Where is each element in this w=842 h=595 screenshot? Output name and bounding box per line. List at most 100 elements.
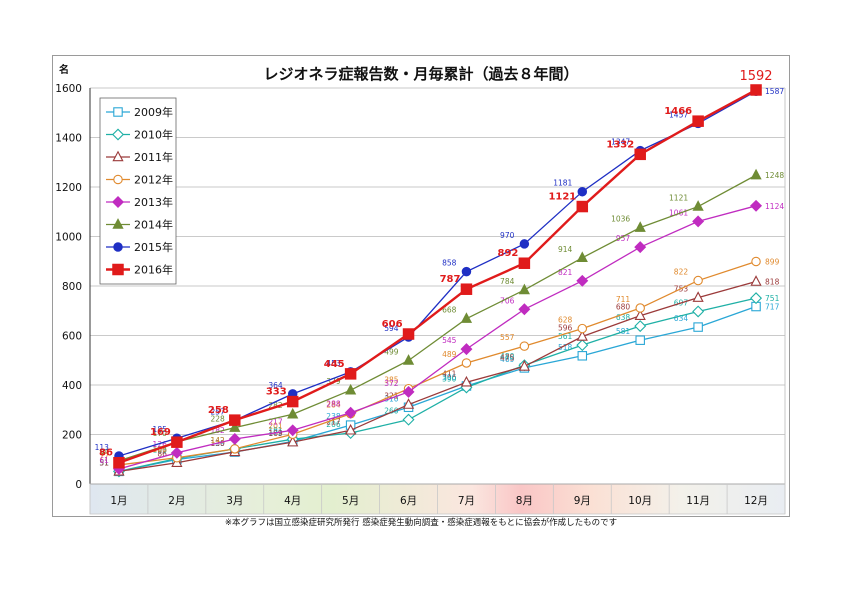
point-2016-7 — [460, 283, 473, 295]
label-2010-1: 51 — [99, 458, 109, 467]
point-2010-9 — [576, 339, 589, 352]
label-2016-2: 169 — [150, 427, 171, 438]
point-2016-10 — [634, 148, 646, 161]
point-2011-8 — [518, 360, 530, 371]
series-line-2015 — [118, 90, 757, 457]
label-2009-1: 51 — [99, 458, 109, 467]
point-2013-12 — [750, 199, 763, 212]
legend: 2009年 2010年 2011年 2012年 2013年 2014年 2015年 2016年 — [99, 97, 177, 285]
label-2015-11: 1457 — [669, 110, 688, 119]
point-2016-3 — [229, 414, 241, 426]
point-2014-10 — [634, 221, 646, 232]
label-2014-9: 914 — [558, 245, 573, 254]
series-line-2014 — [118, 174, 757, 462]
label-2013-9: 821 — [558, 268, 573, 277]
point-2014-7 — [460, 312, 473, 323]
label-2012-6: 385 — [384, 376, 399, 385]
point-2012-8 — [519, 341, 530, 351]
legend-marker-2012 — [113, 174, 123, 185]
x-tick-1: 1月 — [110, 495, 127, 507]
label-2009-9: 518 — [558, 343, 573, 352]
legend-label-2013: 2013年 — [134, 195, 173, 209]
legend-label-2014: 2014年 — [134, 218, 173, 232]
x-tick-3: 3月 — [226, 495, 243, 507]
label-2016-10: 1332 — [606, 139, 634, 150]
point-2011-6 — [402, 398, 415, 409]
point-2011-9 — [576, 330, 588, 341]
point-2016-5 — [344, 368, 357, 380]
label-2010-10: 638 — [616, 313, 631, 322]
chart-title: レジオネラ症報告数・月毎累計（過去８年間） — [263, 65, 578, 83]
label-2010-7: 390 — [442, 374, 457, 383]
label-2009-5: 238 — [326, 412, 341, 421]
label-2016-7: 787 — [440, 274, 461, 285]
y-axis-ticks: 0 200 400 600 800 1000 1200 1400 1600 — [55, 83, 82, 491]
label-2016-4: 333 — [266, 387, 287, 398]
point-2010-10 — [634, 320, 647, 333]
label-2012-3: 142 — [210, 436, 225, 445]
point-2013-10 — [634, 241, 647, 254]
label-2016-5: 445 — [324, 359, 345, 370]
legend-marker-2016 — [112, 263, 124, 276]
series-line-2016 — [118, 88, 757, 464]
point-2016-12 — [750, 84, 762, 96]
label-2014-4: 282 — [268, 401, 283, 410]
label-2009-12: 717 — [765, 303, 780, 312]
point-2010-11 — [692, 305, 705, 318]
x-tick-9: 9月 — [574, 495, 591, 507]
point-2014-3 — [229, 421, 241, 432]
point-2013-4 — [286, 424, 299, 437]
label-2013-3: 182 — [210, 426, 225, 435]
x-tick-8: 8月 — [516, 495, 533, 507]
series-layer: 5199129172238310396469518581634717511031… — [95, 69, 784, 478]
label-2011-9: 596 — [558, 323, 573, 332]
month-band-border — [89, 483, 786, 515]
label-2009-11: 634 — [674, 314, 689, 323]
label-2016-6: 606 — [382, 319, 403, 330]
label-2016-9: 1121 — [548, 192, 576, 203]
label-2012-8: 557 — [500, 333, 515, 342]
y-tick-800: 800 — [62, 281, 82, 293]
x-tick-5: 5月 — [342, 495, 359, 507]
x-tick-12: 12月 — [744, 495, 768, 507]
label-2015-10: 1347 — [611, 138, 630, 147]
label-2010-5: 206 — [326, 420, 341, 429]
label-2014-1: 94 — [99, 448, 109, 457]
legend-label-2011: 2011年 — [134, 150, 173, 164]
label-2012-12: 899 — [765, 257, 780, 266]
label-2013-12: 1124 — [765, 202, 784, 211]
label-2015-5: 453 — [326, 359, 341, 368]
label-2015-6: 594 — [384, 324, 399, 333]
point-2014-8 — [518, 283, 530, 295]
label-2014-7: 668 — [442, 306, 457, 315]
point-2013-11 — [692, 215, 705, 228]
point-2012-12 — [751, 256, 761, 267]
label-2010-4: 181 — [268, 426, 283, 435]
label-2012-5: 284 — [326, 401, 341, 410]
label-2015-9: 1181 — [553, 179, 572, 188]
point-2014-9 — [576, 251, 588, 263]
y-tick-600: 600 — [62, 331, 82, 343]
point-2013-2 — [170, 446, 183, 459]
label-2013-7: 545 — [442, 336, 457, 345]
label-2016-11: 1466 — [664, 106, 692, 117]
label-2014-6: 499 — [384, 347, 399, 356]
y-tick-1400: 1400 — [55, 133, 82, 145]
label-2016-1: 86 — [99, 448, 113, 459]
label-2009-7: 396 — [442, 373, 457, 382]
point-2011-10 — [634, 309, 646, 320]
y-axis-unit: 名 — [59, 63, 69, 76]
label-2015-4: 364 — [268, 381, 283, 390]
label-2015-3: 257 — [210, 407, 225, 416]
point-2012-3 — [230, 444, 240, 454]
point-2014-4 — [287, 407, 299, 419]
gridlines — [89, 87, 786, 515]
x-tick-7: 7月 — [458, 495, 475, 507]
point-2015-8 — [519, 239, 530, 249]
label-2011-12: 818 — [765, 278, 780, 287]
label-2013-2: 126 — [153, 440, 168, 449]
point-2011-11 — [692, 291, 704, 302]
label-2014-10: 1036 — [611, 215, 630, 224]
